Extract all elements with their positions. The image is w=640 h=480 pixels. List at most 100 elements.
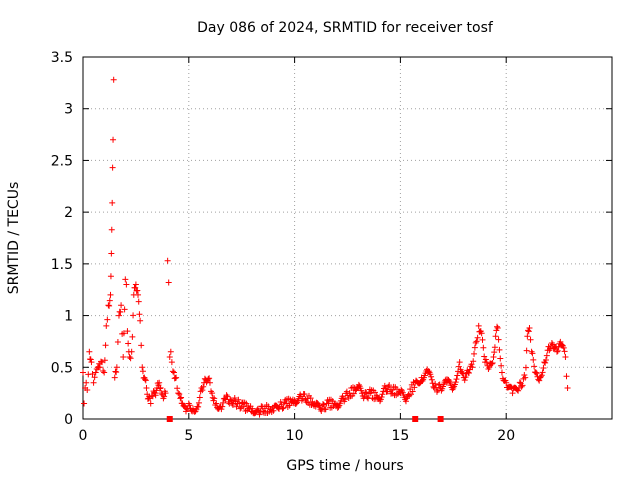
data-point	[432, 380, 439, 387]
x-axis-label: GPS time / hours	[286, 458, 403, 474]
data-point	[283, 400, 290, 407]
data-point	[553, 348, 560, 355]
data-point	[320, 402, 327, 409]
data-point	[152, 392, 159, 399]
data-point	[105, 302, 112, 309]
data-point	[87, 356, 94, 363]
data-point	[113, 364, 120, 371]
data-point	[557, 338, 564, 345]
data-point	[92, 369, 99, 376]
data-point	[81, 400, 88, 407]
data-point	[80, 369, 86, 376]
data-point	[270, 407, 277, 414]
data-point	[117, 309, 124, 316]
data-point	[106, 297, 113, 304]
data-point	[195, 403, 202, 410]
data-point	[494, 323, 501, 330]
data-point	[452, 379, 459, 386]
data-point	[108, 250, 115, 257]
data-point	[346, 390, 353, 397]
data-point	[114, 338, 121, 345]
data-point	[176, 390, 183, 397]
data-point	[149, 393, 156, 400]
y-tick-label: 3.5	[51, 50, 73, 66]
data-point	[428, 376, 435, 383]
data-point	[562, 353, 569, 360]
data-point	[526, 324, 533, 331]
data-point	[459, 369, 466, 376]
data-point	[427, 371, 434, 378]
data-point	[540, 365, 547, 372]
data-point	[462, 374, 469, 381]
data-point	[168, 359, 175, 366]
data-point	[206, 379, 213, 386]
data-point	[135, 291, 142, 298]
data-point	[515, 384, 522, 391]
data-point	[461, 377, 468, 384]
data-point	[84, 387, 91, 394]
data-point	[118, 302, 125, 309]
data-point	[137, 317, 144, 324]
gridlines	[83, 57, 612, 419]
data-point	[470, 358, 477, 365]
data-point	[478, 330, 485, 337]
data-point	[453, 376, 460, 383]
data-point	[319, 405, 326, 412]
data-point	[196, 394, 203, 401]
data-point	[110, 76, 117, 83]
data-point	[100, 368, 107, 375]
data-point	[469, 364, 476, 371]
data-point	[358, 387, 365, 394]
data-point	[342, 396, 349, 403]
data-point	[174, 385, 181, 392]
data-point	[509, 390, 516, 397]
data-point	[473, 338, 480, 345]
data-point	[128, 348, 135, 355]
data-point	[130, 312, 137, 319]
data-point	[209, 390, 216, 397]
data-point	[147, 400, 154, 407]
data-point	[135, 298, 142, 305]
data-point	[173, 374, 180, 381]
data-point	[372, 389, 379, 396]
data-point	[516, 379, 523, 386]
data-point	[531, 363, 538, 370]
data-point	[156, 379, 163, 386]
data-point	[411, 384, 418, 391]
data-point	[199, 387, 206, 394]
data-point	[136, 311, 143, 318]
data-point	[103, 322, 110, 329]
data-point	[166, 353, 173, 360]
data-point	[486, 364, 493, 371]
data-point	[548, 340, 555, 347]
data-point	[142, 376, 149, 383]
y-tick-label: 3	[64, 102, 73, 118]
data-point	[220, 399, 227, 406]
y-tick-label: 1	[64, 309, 73, 325]
data-point	[522, 374, 529, 381]
y-axis-label: SRMTID / TECUs	[6, 182, 22, 295]
x-axis-ticks: 0 5 10 15 20	[79, 57, 515, 444]
data-point	[115, 312, 122, 319]
x-tick-label: 10	[286, 428, 304, 444]
data-point	[482, 356, 489, 363]
data-point	[538, 372, 545, 379]
data-point	[519, 382, 526, 389]
data-point	[101, 357, 108, 364]
data-point	[235, 396, 242, 403]
data-point	[107, 291, 114, 298]
data-point	[492, 333, 499, 340]
data-point	[530, 356, 537, 363]
data-point	[343, 388, 350, 395]
data-point	[120, 353, 127, 360]
data-point	[363, 389, 370, 396]
data-point	[112, 368, 119, 375]
data-point	[474, 334, 481, 341]
data-point	[539, 369, 546, 376]
data-point	[532, 369, 539, 376]
plot-frame	[82, 56, 613, 420]
data-point	[231, 395, 238, 402]
data-point	[322, 406, 329, 413]
